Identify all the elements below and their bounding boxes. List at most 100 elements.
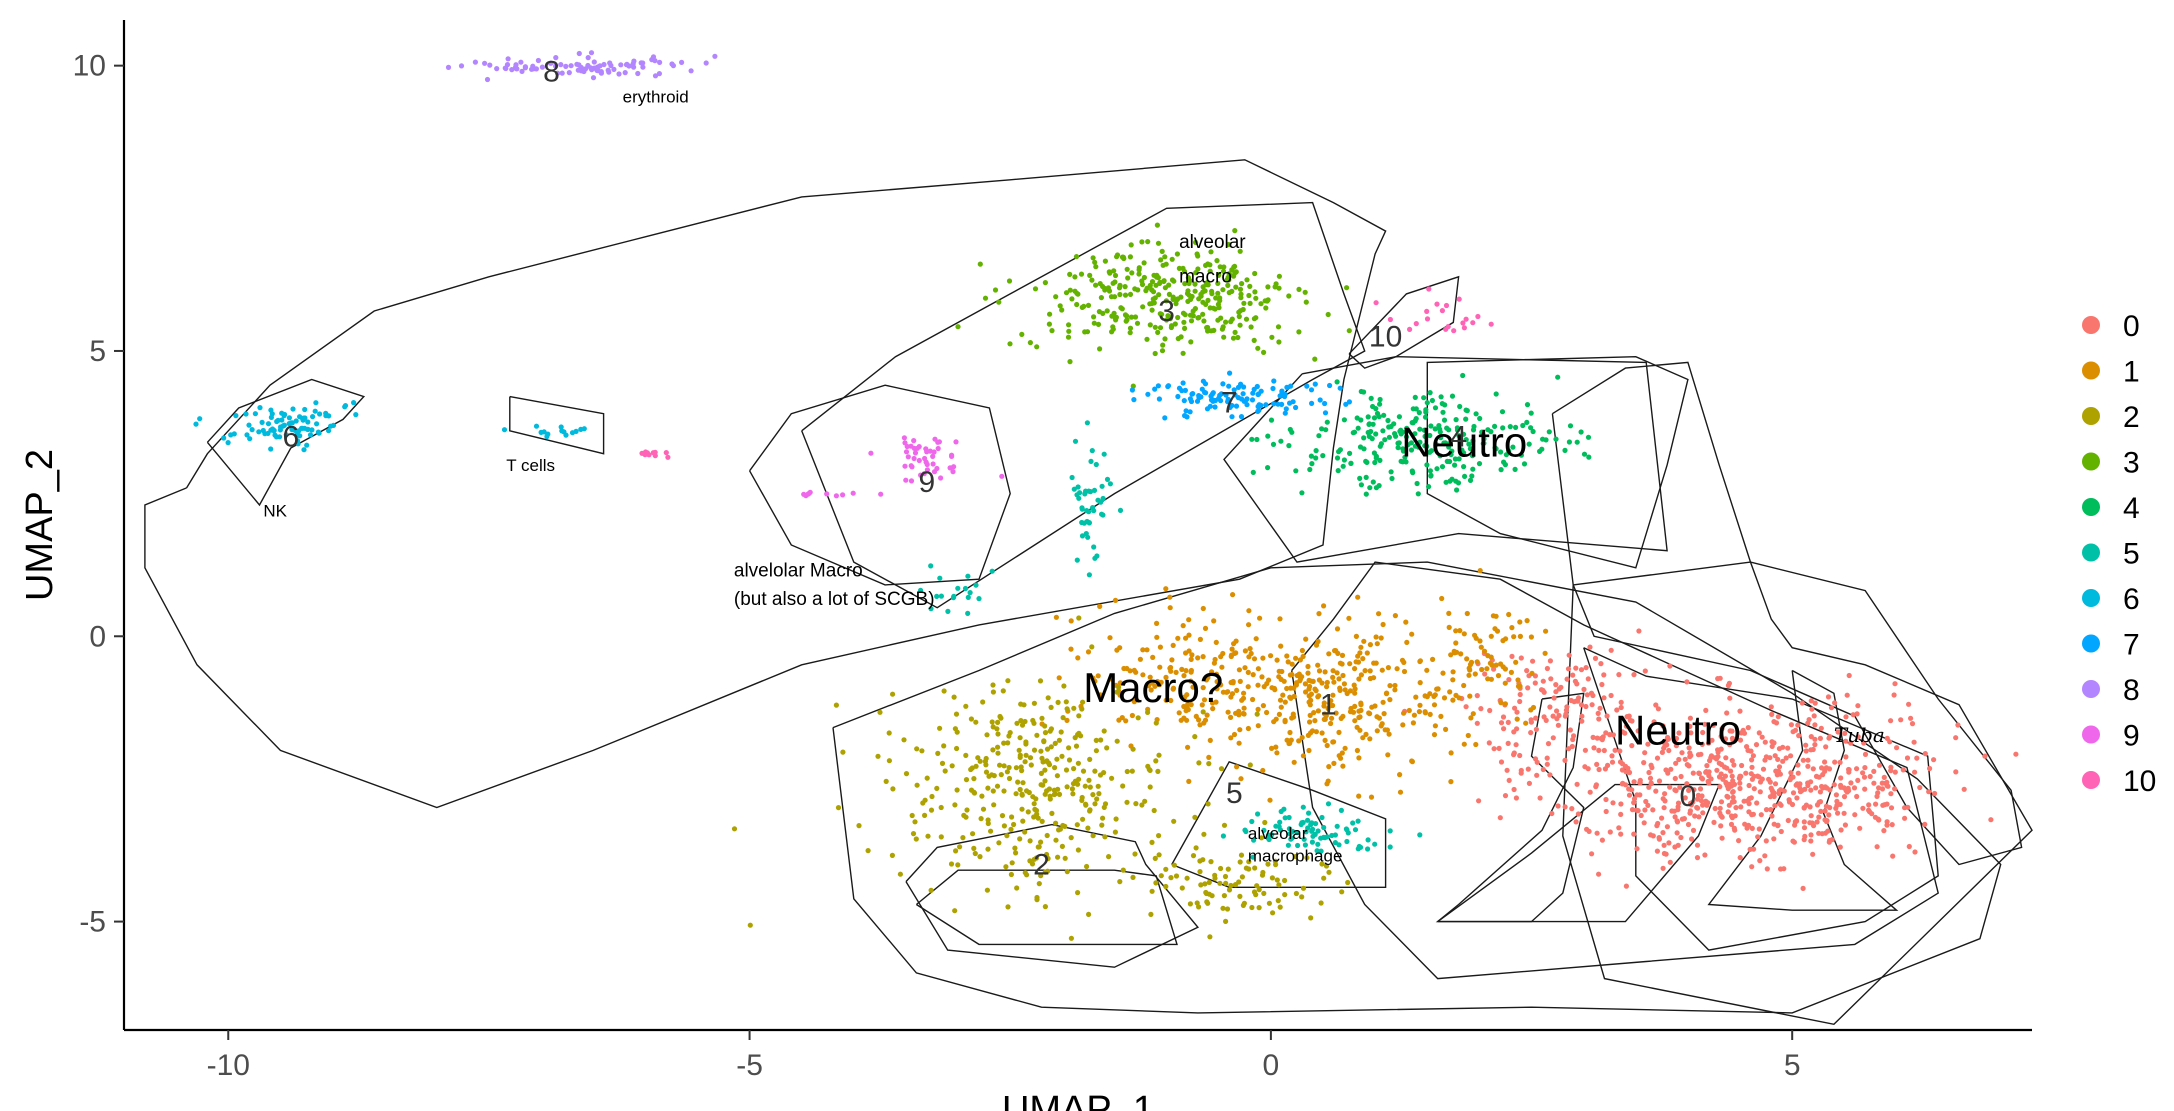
point-cluster-0: [1682, 795, 1688, 801]
point-cluster-2: [1265, 861, 1271, 867]
point-cluster-2: [1016, 747, 1022, 753]
cluster-label-4: 4: [1450, 421, 1467, 454]
point-cluster-4: [1417, 426, 1423, 432]
point-cluster-0: [1668, 766, 1674, 772]
point-cluster-6: [351, 400, 357, 406]
point-cluster-1: [1363, 731, 1369, 738]
point-cluster-0: [1496, 745, 1502, 752]
point-cluster-8: [589, 67, 595, 73]
point-cluster-1: [1347, 661, 1353, 667]
point-cluster-0: [1906, 701, 1912, 707]
point-cluster-3: [1063, 290, 1070, 296]
point-cluster-5: [1069, 474, 1075, 481]
annotation-12: Tuba: [1834, 723, 1885, 747]
point-cluster-3: [1185, 288, 1191, 294]
point-cluster-4: [1348, 460, 1354, 466]
point-cluster-1: [1346, 615, 1352, 621]
point-cluster-0: [1554, 708, 1560, 714]
point-cluster-2: [1023, 741, 1029, 747]
point-cluster-5: [1365, 846, 1371, 852]
point-cluster-4: [1385, 417, 1391, 424]
point-cluster-2: [1093, 737, 1099, 744]
point-cluster-2: [971, 789, 977, 795]
point-cluster-1: [1188, 678, 1194, 684]
point-cluster-3: [1042, 280, 1048, 286]
point-cluster-4: [1433, 441, 1439, 447]
point-cluster-1: [1387, 683, 1393, 689]
point-cluster-2: [1117, 879, 1123, 885]
point-cluster-3: [1106, 288, 1113, 294]
point-cluster-5: [965, 610, 971, 617]
point-cluster-1: [1180, 623, 1186, 629]
point-cluster-2: [1190, 853, 1197, 859]
point-cluster-5: [1093, 461, 1099, 468]
point-cluster-0: [1509, 653, 1515, 660]
point-cluster-0: [1763, 807, 1770, 813]
point-cluster-0: [1482, 671, 1488, 677]
point-cluster-1: [1384, 690, 1390, 696]
point-cluster-0: [1727, 742, 1733, 748]
point-cluster-1: [1374, 641, 1380, 647]
point-cluster-1: [1307, 712, 1313, 719]
point-cluster-3: [1221, 334, 1227, 340]
point-cluster-2: [1223, 880, 1229, 886]
point-cluster-2: [991, 802, 997, 808]
y-tick-label: 5: [89, 335, 106, 368]
point-cluster-2: [1101, 728, 1107, 734]
point-cluster-8: [505, 56, 511, 62]
point-cluster-8: [597, 63, 603, 69]
point-cluster-0: [1843, 754, 1849, 760]
legend-label-2: 2: [2123, 401, 2140, 434]
point-cluster-1: [1092, 678, 1098, 684]
point-cluster-2: [1022, 759, 1028, 765]
point-cluster-2: [1013, 765, 1020, 771]
point-cluster-4: [1443, 479, 1449, 485]
point-cluster-0: [1841, 785, 1847, 791]
cluster-label-1: 1: [1320, 689, 1337, 722]
point-cluster-2: [1282, 877, 1288, 884]
point-cluster-1: [1228, 653, 1234, 660]
point-cluster-7: [1287, 400, 1293, 406]
point-cluster-3: [1232, 329, 1238, 335]
point-cluster-1: [1183, 668, 1189, 674]
point-cluster-0: [1486, 740, 1492, 746]
point-cluster-2: [1246, 859, 1252, 865]
point-cluster-2: [1003, 864, 1009, 870]
point-cluster-8: [547, 60, 553, 66]
point-cluster-2: [973, 719, 979, 725]
point-cluster-0: [1835, 810, 1841, 816]
point-cluster-4: [1400, 446, 1406, 452]
point-cluster-1: [1264, 709, 1270, 716]
point-cluster-2: [1098, 737, 1104, 743]
point-cluster-4: [1293, 468, 1299, 474]
point-cluster-8: [588, 50, 595, 56]
point-cluster-0: [1717, 675, 1723, 681]
point-cluster-0: [1555, 722, 1561, 728]
point-cluster-0: [1838, 775, 1844, 781]
point-cluster-2: [1027, 755, 1034, 761]
point-cluster-2: [1261, 890, 1267, 897]
point-cluster-1: [1481, 648, 1488, 654]
point-cluster-0: [1703, 769, 1709, 775]
point-cluster-5: [1309, 828, 1315, 834]
point-cluster-1: [1316, 611, 1322, 617]
point-cluster-2: [1068, 835, 1074, 841]
point-cluster-3: [1067, 359, 1073, 365]
point-cluster-1: [1384, 727, 1390, 733]
point-cluster-1: [1330, 692, 1336, 698]
point-cluster-5: [1352, 827, 1359, 833]
point-cluster-1: [1303, 689, 1309, 695]
point-cluster-0: [1892, 769, 1898, 775]
point-cluster-5: [1309, 839, 1315, 845]
point-cluster-2: [1013, 850, 1019, 856]
point-cluster-0: [1729, 728, 1735, 734]
point-cluster-2: [1116, 684, 1122, 690]
point-cluster-1: [1196, 717, 1202, 723]
point-cluster-2: [1080, 816, 1086, 822]
point-cluster-2: [1044, 851, 1050, 858]
point-cluster-3: [1069, 296, 1075, 302]
point-cluster-2: [972, 850, 978, 857]
point-cluster-1: [1236, 708, 1242, 714]
point-cluster-9: [903, 477, 909, 483]
annotation-5: T cells: [506, 456, 555, 475]
